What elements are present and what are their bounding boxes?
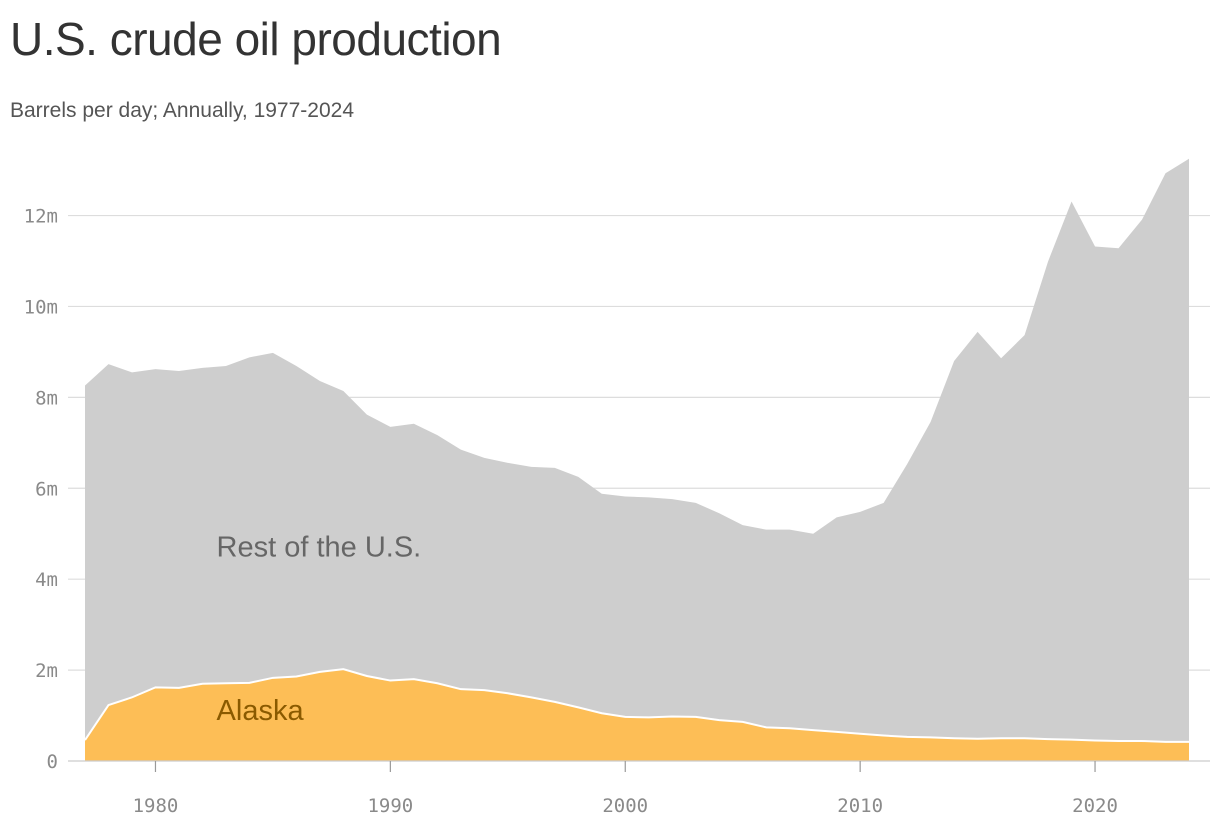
series-label-rest-of-the-u-s-: Rest of the U.S.	[217, 531, 422, 563]
axes: 0 2m 4m 6m 8m 10m 12m 1980 1990 2000 2010 2020	[24, 206, 1210, 817]
y-tick-label: 8m	[35, 387, 58, 409]
y-tick-label: 0	[47, 751, 58, 773]
y-tick-label: 10m	[24, 296, 58, 318]
series-labels: Alaska Rest of the U.S.	[217, 531, 422, 727]
area-alaska	[85, 669, 1189, 761]
x-tick-label: 2000	[602, 795, 648, 817]
series-label-alaska: Alaska	[217, 695, 305, 727]
x-tick-label: 1980	[133, 795, 179, 817]
y-tick-label: 2m	[35, 660, 58, 682]
x-tick-label: 2010	[837, 795, 883, 817]
chart-title: U.S. crude oil production	[10, 13, 502, 65]
area-rest-of-the-u-s-	[85, 158, 1189, 742]
chart-subtitle: Barrels per day; Annually, 1977-2024	[10, 99, 354, 122]
area-layer	[84, 158, 1189, 761]
y-tick-label: 6m	[35, 478, 58, 500]
series-boundary-line	[84, 668, 1189, 743]
y-tick-label: 12m	[24, 206, 58, 228]
y-tick-label: 4m	[35, 569, 58, 591]
x-tick-label: 1990	[367, 795, 413, 817]
x-tick-label: 2020	[1072, 795, 1118, 817]
